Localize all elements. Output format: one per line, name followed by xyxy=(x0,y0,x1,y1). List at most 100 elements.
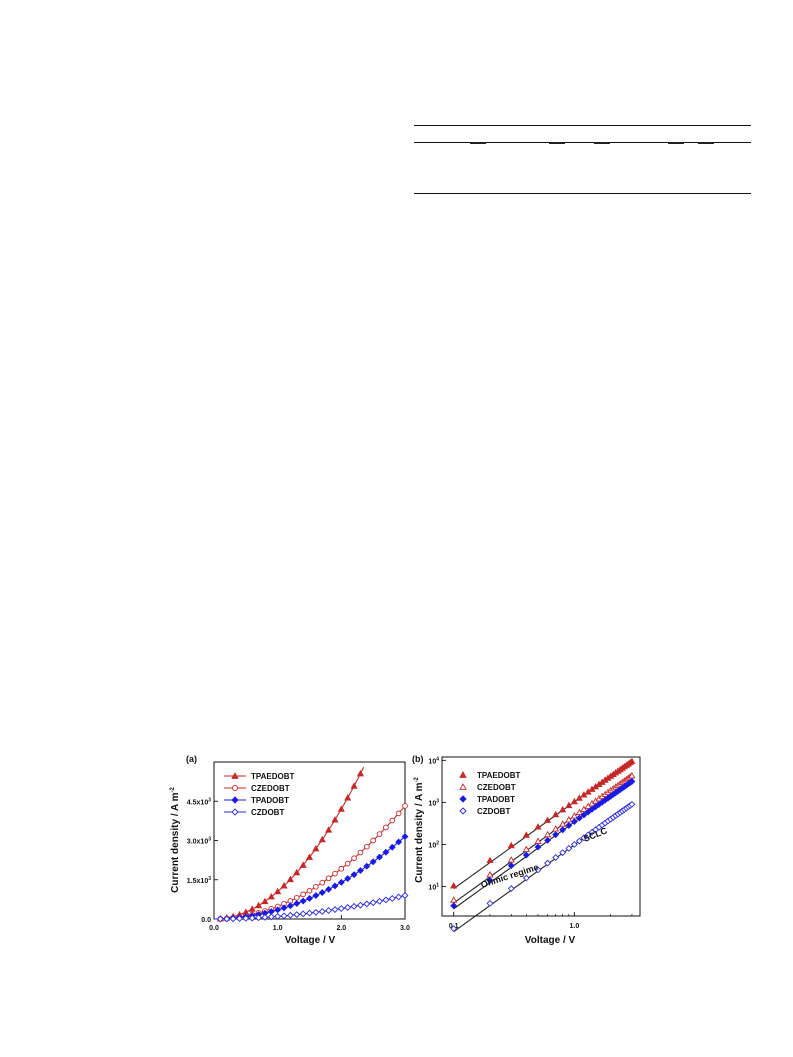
panel-b-point-tpadobt xyxy=(565,822,573,829)
panel-a-point-tpadobt xyxy=(401,833,409,841)
panel-b-point-czdobt xyxy=(570,841,578,848)
panel-a-point-czdobt xyxy=(248,914,256,922)
panel-b-point-czedobt xyxy=(565,815,573,823)
panel-b-point-czedobt xyxy=(559,820,567,827)
panel-a-point-czdobt xyxy=(395,893,403,901)
panel-a-point-czdobt xyxy=(325,907,333,914)
panel-a-legend: TPAEDOBT CZEDOBT TPADOBT CZDOBT xyxy=(224,772,295,817)
panel-a-point-czdobt xyxy=(356,901,364,909)
table-dash xyxy=(668,142,684,144)
panel-a-point-tpadobt xyxy=(376,853,383,861)
panel-a-x-tick-label: 2.0 xyxy=(336,925,346,932)
panel-b-point-tpaedobt xyxy=(522,831,530,838)
panel-a-point-czdobt xyxy=(299,910,307,918)
panel-b-point-czdobt xyxy=(565,844,573,852)
table-top-rule xyxy=(414,125,751,126)
panel-a-point-czdobt xyxy=(223,915,231,923)
panel-a-point-tpadobt xyxy=(395,838,403,846)
panel-a-point-tpaedobt xyxy=(274,887,282,895)
panel-a-point-czdobt xyxy=(376,897,383,905)
panel-a-point-czdobt xyxy=(363,900,371,908)
panel-a-point-czdobt xyxy=(344,904,352,911)
panel-b-point-czedobt xyxy=(450,896,458,903)
panel-a-point-tpaedobt xyxy=(318,835,326,843)
panel-b-point-tpaedobt xyxy=(486,856,494,864)
panel-b-point-tpaedobt xyxy=(534,823,542,830)
panel-a-point-tpaedobt xyxy=(325,826,333,833)
panel-b-legend-marker-tpadobt xyxy=(459,795,467,803)
panel-b-point-czedobt xyxy=(507,856,515,863)
panel-b-legend: TPAEDOBT CZEDOBT TPADOBT CZDOBT xyxy=(459,771,521,816)
panel-b-point-tpaedobt xyxy=(565,801,573,809)
panel-a-point-czdobt xyxy=(337,905,345,912)
panel-b-xlabel: Voltage / V xyxy=(525,935,576,946)
panel-b-ylabel: Current density / A m-2 xyxy=(414,776,425,882)
panel-a-point-tpaedobt xyxy=(356,769,364,777)
panel-b-point-czdobt xyxy=(628,800,636,808)
panel-a-point-czdobt xyxy=(388,895,396,902)
panel-b-point-czdobt xyxy=(544,859,552,867)
panel-a-legend-label: TPAEDOBT xyxy=(251,772,295,781)
panel-a-point-czedobt xyxy=(389,817,396,824)
table-dash xyxy=(549,142,565,144)
panel-a-point-tpaedobt xyxy=(299,861,307,868)
panel-b-legend-marker-tpaedobt xyxy=(459,771,467,778)
panel-a-point-tpaedobt xyxy=(305,853,314,860)
panel-a-point-tpaedobt xyxy=(261,897,269,905)
panel-b-legend-label: TPADOBT xyxy=(477,795,515,804)
panel-b-point-czdobt xyxy=(559,849,567,857)
panel-b-point-czedobt xyxy=(486,870,494,878)
panel-b-point-czedobt xyxy=(552,825,560,832)
panel-b-point-tpadobt xyxy=(580,811,588,819)
panel-b-point-tpaedobt xyxy=(507,841,515,849)
panel-a-point-czedobt xyxy=(300,891,306,898)
panel-a-point-tpadobt xyxy=(356,867,364,874)
panel-a-y-tick-label: 3.0x103 xyxy=(187,837,211,846)
panel-a-point-tpadobt xyxy=(318,889,326,896)
panel-a-x-tick-label: 1.0 xyxy=(273,925,283,932)
panel-a-point-tpadobt xyxy=(299,897,307,905)
panel-a-point-czdobt xyxy=(312,908,320,916)
panel-b-point-czedobt xyxy=(522,845,530,853)
panel-b-legend-marker-czedobt xyxy=(459,783,467,790)
panel-a-y-tick-label: 0.0 xyxy=(201,917,211,924)
panel-b-y-tick-label: 102 xyxy=(428,841,439,850)
panel-a-point-tpadobt xyxy=(312,892,320,899)
panel-a-point-tpaedobt xyxy=(280,882,288,889)
panel-a-point-czdobt xyxy=(306,909,313,917)
panel-a-y-tick-label: 4.5x103 xyxy=(187,797,211,806)
panel-a-marks xyxy=(213,767,409,923)
panel-a-point-tpadobt xyxy=(286,902,294,910)
panel-a-point-czdobt xyxy=(274,912,282,920)
panel-b-point-czdobt xyxy=(584,831,592,839)
panel-a-y-tick-label: 1.5x103 xyxy=(187,876,211,885)
panel-b-point-tpadobt xyxy=(544,836,552,844)
table-bottom-rule xyxy=(414,193,751,194)
panel-a-point-czdobt xyxy=(229,915,237,923)
panel-a-point-czdobt xyxy=(261,913,269,921)
panel-b-point-tpadobt xyxy=(559,826,567,834)
panel-a-point-czdobt xyxy=(236,915,243,923)
panel-a-point-czedobt xyxy=(383,824,389,831)
panel-a-point-czedobt xyxy=(293,894,300,901)
panel-a-label: (a) xyxy=(186,754,197,764)
panel-a-point-tpaedobt xyxy=(344,794,352,801)
panel-a-point-tpadobt xyxy=(344,875,352,883)
panel-b-point-tpadobt xyxy=(486,876,494,884)
panel-a-legend-label: TPADOBT xyxy=(251,796,289,805)
panel-a-point-czdobt xyxy=(331,906,339,913)
panel-a-point-tpadobt xyxy=(350,871,358,879)
panel-a-point-tpadobt xyxy=(293,900,301,907)
panel-a-point-tpadobt xyxy=(274,906,282,914)
table-header-rule xyxy=(414,142,751,143)
panel-b-point-tpadobt xyxy=(575,814,583,822)
panel-b-point-czdobt xyxy=(534,866,542,874)
panel-b-point-czdobt xyxy=(580,834,588,842)
panel-a-point-czedobt xyxy=(306,887,313,894)
panel-b-point-czedobt xyxy=(544,830,552,838)
panel-b-point-czdobt xyxy=(486,899,494,907)
panel-a-point-czdobt xyxy=(369,899,377,907)
panel-a-point-czedobt xyxy=(332,870,338,877)
